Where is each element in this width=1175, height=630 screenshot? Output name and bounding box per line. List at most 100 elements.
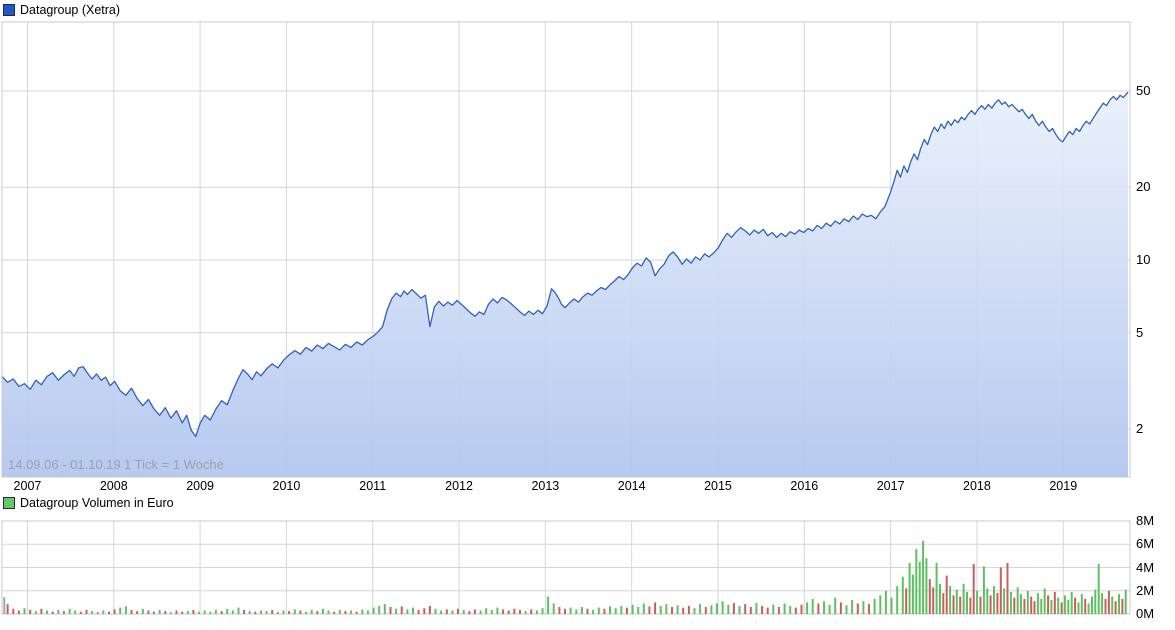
volume-bar [648,606,651,614]
volume-bar [972,564,975,614]
volume-bar [979,596,982,614]
volume-bar [507,610,510,614]
volume-bar [271,609,274,614]
volume-bar [564,608,566,614]
x-axis-year-label: 2017 [876,479,905,493]
volume-bar [1111,596,1114,614]
x-axis-year-label: 2013 [531,479,560,493]
volume-bar [777,607,780,614]
volume-bar [175,610,178,614]
volume-bar [457,608,459,614]
volume-bar [141,608,144,614]
volume-bar [794,607,797,614]
volume-bar [945,575,948,614]
volume-bar [732,603,735,614]
volume-bar [231,610,234,614]
volume-bar [839,602,842,614]
volume-bar [659,605,662,614]
volume-bar [1050,600,1053,614]
volume-bar [1118,594,1120,614]
volume-bar [412,607,414,614]
volume-bar [989,595,992,614]
volume-bar [671,607,673,614]
volume-bar [214,609,217,614]
volume-bar [905,588,908,614]
volume-bar [925,558,928,614]
volume-bar [959,596,962,614]
volume-bar [1063,595,1066,614]
volume-bar [153,611,155,614]
volume-bar [1087,603,1090,614]
volume-bar [676,605,679,614]
volume-bar [530,609,533,615]
volume-bar [772,604,775,614]
volume-bar [51,611,54,614]
volume-bar [23,608,26,614]
volume-bar [699,604,702,614]
volume-bar [57,609,60,614]
volume-bar [355,611,358,614]
volume-bar [68,608,71,614]
volume-bar [1016,587,1019,614]
volume-bar [922,540,925,614]
volume-bar [834,597,837,614]
volume-bar [569,607,572,614]
volume-bar [999,567,1002,614]
volume-bar [631,604,634,614]
volume-chart-title: Datagroup Volumen in Euro [20,496,174,510]
volume-bar [265,611,268,614]
volume-bar [451,610,454,614]
volume-bar [1114,601,1117,614]
volume-bar [704,607,707,614]
price-line [1,91,1129,438]
volume-bar [338,609,341,614]
volume-bar [928,579,931,614]
volume-bar [1023,598,1026,614]
volume-bar [417,609,420,614]
volume-bar [62,611,65,614]
volume-bar [220,611,223,614]
volume-bar [823,601,825,614]
volume-bar [1074,597,1077,614]
volume-bar [192,609,195,614]
volume-bar [856,603,859,614]
volume-bar [490,609,493,614]
volume-axis-tick-label: 2M [1136,582,1155,598]
volume-bar [868,604,870,614]
volume-bar [783,603,786,614]
volume-bar [485,608,488,614]
volume-bar [597,607,600,614]
volume-bar [74,610,77,614]
x-axis-year-label: 2007 [13,479,42,493]
volume-bar [462,609,465,614]
volume-bar [316,611,319,614]
volume-bar [1091,596,1093,614]
volume-axis-tick-label: 0M [1136,606,1155,621]
volume-bar [321,608,324,614]
volume-bar [806,602,809,614]
volume-bar [1104,598,1107,614]
volume-bar [811,598,814,614]
volume-bar [851,600,854,614]
volume-bar [1036,593,1039,614]
volume-bar [186,611,189,614]
x-axis-year-label: 2011 [359,479,387,493]
volume-bar [395,608,398,614]
volume-bar [575,609,578,615]
volume-bar [969,597,972,614]
volume-bar [996,593,999,614]
volume-bar [800,604,803,614]
volume-bar [1121,598,1124,614]
volume-bar [46,610,48,614]
volume-bar [558,607,561,614]
volume-bar [716,603,718,614]
price-series-marker-icon [3,4,15,16]
price-axis-tick-label: 50 [1136,83,1151,98]
price-axis-tick-label: 5 [1136,324,1144,340]
volume-bar [502,609,505,615]
volume-bar [130,609,133,614]
volume-bar [40,608,43,614]
volume-bar [203,610,206,614]
